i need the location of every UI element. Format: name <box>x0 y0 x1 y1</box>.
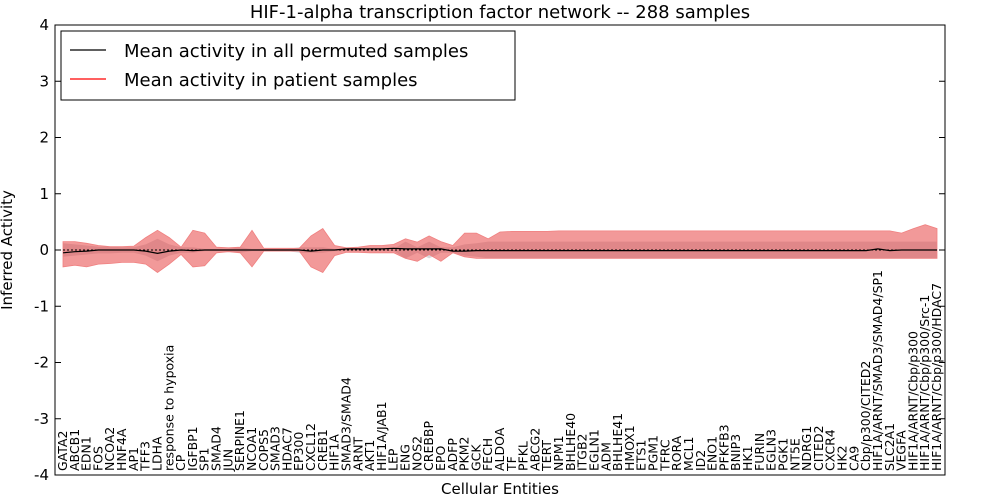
legend-box <box>60 30 516 101</box>
y-tick-label: -1 <box>34 297 49 315</box>
x-category-label: EPO <box>433 446 448 471</box>
y-tick-label: -3 <box>34 410 49 428</box>
x-category-label: SMAD4 <box>209 426 224 471</box>
x-category-label: AP1 <box>126 447 141 471</box>
x-category-label: BHLHE40 <box>563 413 578 471</box>
x-category-label: response to hypoxia <box>161 345 176 471</box>
patient-mean-line <box>62 247 937 255</box>
y-tick-label: 4 <box>39 16 49 34</box>
x-category-label: ITGB2 <box>575 433 590 471</box>
x-category-label: TF <box>504 456 519 472</box>
axes: -4 -3 -2 -1 0 1 2 3 4 GATA2ABCB1EDN1FOSNCOA2HNF4A… <box>34 16 946 484</box>
x-category-label: ID2 <box>693 450 708 471</box>
x-category-label: ARNT <box>350 436 365 471</box>
legend-label-permuted: Mean activity in all permuted samples <box>124 41 468 62</box>
x-category-label: GCK <box>468 444 483 471</box>
x-category-label: FURIN <box>752 433 767 471</box>
x-category-label: CITED2 <box>811 425 826 471</box>
x-category-label: CP <box>173 454 188 471</box>
x-category-label: COPS5 <box>256 429 271 471</box>
x-category-label: ABCG2 <box>527 428 542 471</box>
x-category-label: TFF3 <box>138 441 153 472</box>
x-category-label: ENG <box>398 444 413 471</box>
x-category-label: TERT <box>539 440 554 472</box>
x-category-label: MCL1 <box>681 437 696 471</box>
x-category-label: LDHA <box>150 436 165 471</box>
x-category-label: ALDOA <box>492 427 507 471</box>
x-category-label: NCOA2 <box>102 427 117 471</box>
x-category-label: IGFBP1 <box>185 426 200 471</box>
x-category-label: PGK1 <box>776 438 791 471</box>
x-category-label: HK1 <box>740 445 755 471</box>
x-category-label: ENO1 <box>705 436 720 471</box>
x-category-label: Cbp/p300/CITED2 <box>858 361 873 471</box>
x-category-label: CXCR4 <box>823 429 838 471</box>
x-category-label: ETS1 <box>634 440 649 471</box>
x-category-label: ABCB1 <box>67 429 82 471</box>
x-category-label: NT5E <box>787 438 802 471</box>
x-category-label: HIF1A/ARNT/SMAD3/SMAD4/SP1 <box>870 270 885 471</box>
x-category-label: TFRC <box>657 439 672 472</box>
x-category-label: ADFP <box>445 438 460 471</box>
plot-area <box>62 224 938 274</box>
x-category-label: NPM1 <box>551 435 566 471</box>
x-category-label: ADM <box>598 442 613 471</box>
x-category-label: PFKFB3 <box>716 424 731 471</box>
x-category-label: SMAD3 <box>268 426 283 471</box>
x-category-label: VEGFA <box>894 430 909 471</box>
x-category-label: SMAD3/SMAD4 <box>339 377 354 471</box>
y-axis-label: Inferred Activity <box>0 190 16 310</box>
x-category-label: HK2 <box>835 445 850 471</box>
x-category-label: SP1 <box>197 448 212 471</box>
x-category-label: NCOA1 <box>244 427 259 471</box>
legend: Mean activity in all permuted samples Me… <box>60 30 516 101</box>
x-category-label: JUN <box>220 449 235 472</box>
x-axis-label: Cellular Entities <box>441 480 559 498</box>
y-tick-label: 3 <box>39 72 49 90</box>
x-category-label: CREBBP <box>421 421 436 471</box>
x-category-label: HIF1A <box>327 434 342 471</box>
x-category-label: EDN1 <box>79 436 94 471</box>
x-category-label: SERPINE1 <box>232 410 247 471</box>
y-tick-label: 1 <box>39 185 49 203</box>
x-category-label: EGLN1 <box>587 429 602 471</box>
y-tick-label: -4 <box>34 466 49 484</box>
x-category-label: HIF1A/JAB1 <box>374 401 389 471</box>
x-category-label: FOS <box>90 446 105 471</box>
x-category-label: SLC2A1 <box>882 423 897 471</box>
x-category-label: HIF1A/ARNT/Cbp/p300/HDAC7 <box>929 283 944 471</box>
x-category-label: PGM1 <box>646 435 661 471</box>
y-tick-label: 2 <box>39 129 49 147</box>
x-category-label: RORA <box>669 435 684 471</box>
x-category-label: EP300 <box>291 432 306 471</box>
x-category-label: HIF1A/ARNT/Cbp/p300/Src-1 <box>917 295 932 471</box>
patient-confidence-band <box>62 224 938 274</box>
legend-label-patient: Mean activity in patient samples <box>124 70 418 91</box>
x-category-label: HIF1A/ARNT/Cbp/p300 <box>905 331 920 471</box>
x-category-label: NOS2 <box>409 436 424 471</box>
x-category-label: NDRG1 <box>799 426 814 471</box>
x-category-label: GATA2 <box>55 431 70 471</box>
x-category-label: PKM2 <box>457 437 472 471</box>
y-tick-label: 0 <box>39 241 49 259</box>
chart-title: HIF-1-alpha transcription factor network… <box>250 2 750 23</box>
x-category-label: BNIP3 <box>728 434 743 471</box>
x-category-label: LEP <box>386 448 401 471</box>
x-category-label: HNF4A <box>114 428 129 471</box>
x-category-label: FECH <box>480 438 495 471</box>
x-category-label: CA9 <box>846 446 861 471</box>
x-category-label: EGLN3 <box>764 429 779 471</box>
x-category-label: AKT1 <box>362 440 377 471</box>
x-category-label: CREB1 <box>315 429 330 471</box>
x-category-label: BHLHE41 <box>610 413 625 471</box>
x-category-label: CXCL12 <box>303 423 318 471</box>
x-category-label: HMOX1 <box>622 425 637 471</box>
y-tick-label: -2 <box>34 354 49 372</box>
x-category-label: PFKL <box>516 441 531 471</box>
x-category-label: HDAC7 <box>279 427 294 471</box>
